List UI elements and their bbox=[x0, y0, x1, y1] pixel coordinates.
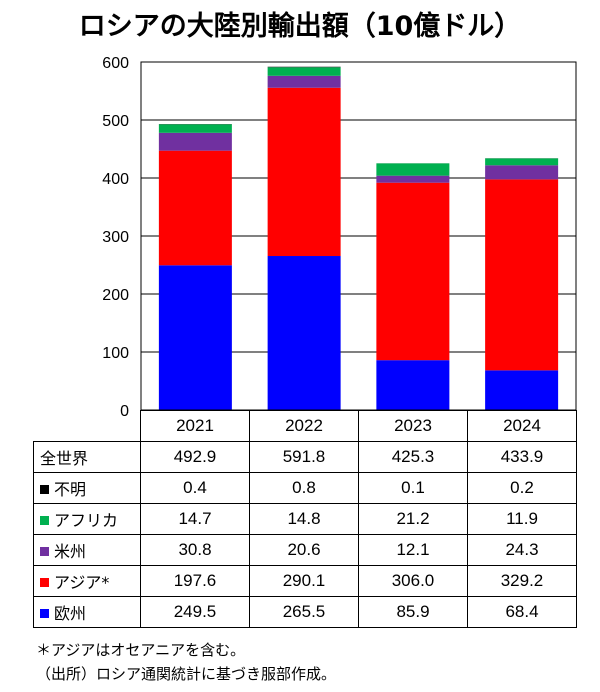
table-cell: 30.8 bbox=[140, 534, 250, 566]
table-cell: 329.2 bbox=[467, 565, 577, 597]
row-label: 米州 bbox=[33, 534, 141, 566]
legend-swatch bbox=[40, 609, 49, 618]
table-cell: 0.4 bbox=[140, 472, 250, 504]
table-cell: 14.7 bbox=[140, 503, 250, 535]
bar-segment bbox=[485, 370, 559, 410]
bar-segment bbox=[158, 132, 232, 151]
table-cell: 290.1 bbox=[249, 565, 359, 597]
bar-segment bbox=[267, 75, 341, 88]
legend-label: 全世界 bbox=[40, 449, 89, 468]
table-cell: 14.8 bbox=[249, 503, 359, 535]
x-tick-label: 2021 bbox=[140, 410, 250, 442]
y-tick-label: 300 bbox=[102, 229, 129, 246]
y-tick-label: 500 bbox=[102, 113, 129, 130]
table-cell: 85.9 bbox=[358, 596, 468, 628]
bar-segment bbox=[158, 265, 232, 410]
row-label: 全世界 bbox=[33, 441, 141, 473]
bar-segment bbox=[267, 256, 341, 410]
row-label: 不明 bbox=[33, 472, 141, 504]
bar-segment bbox=[267, 67, 341, 76]
table-row: アフリカ 14.7 14.8 21.2 11.9 bbox=[33, 503, 577, 535]
table-cell: 20.6 bbox=[249, 534, 359, 566]
table-cell: 0.8 bbox=[249, 472, 359, 504]
table-header-row: 2021 2022 2023 2024 bbox=[33, 410, 577, 442]
legend-swatch bbox=[40, 485, 49, 494]
table-row: 欧州 249.5 265.5 85.9 68.4 bbox=[33, 596, 577, 628]
bar-segment bbox=[376, 163, 450, 176]
x-tick-label: 2024 bbox=[467, 410, 577, 442]
x-tick-label: 2023 bbox=[358, 410, 468, 442]
table-cell: 0.1 bbox=[358, 472, 468, 504]
legend-label: 米州 bbox=[54, 542, 87, 561]
legend-swatch bbox=[40, 516, 49, 525]
table-cell: 197.6 bbox=[140, 565, 250, 597]
legend-label: 欧州 bbox=[54, 604, 87, 623]
bar-segment bbox=[267, 87, 341, 257]
table-corner bbox=[33, 410, 141, 442]
table-cell: 0.2 bbox=[467, 472, 577, 504]
y-tick-label: 100 bbox=[102, 345, 129, 362]
table-cell: 306.0 bbox=[358, 565, 468, 597]
legend-swatch bbox=[40, 547, 49, 556]
bars bbox=[158, 66, 559, 410]
row-label: アフリカ bbox=[33, 503, 141, 535]
table-cell: 12.1 bbox=[358, 534, 468, 566]
notes: ＊アジアはオセアニアを含む。 （出所）ロシア通関統計に基づき服部作成。 bbox=[36, 638, 336, 686]
bar-segment bbox=[485, 158, 559, 166]
table-cell: 24.3 bbox=[467, 534, 577, 566]
table-cell: 21.2 bbox=[358, 503, 468, 535]
bar-segment bbox=[485, 165, 559, 180]
row-label: 欧州 bbox=[33, 596, 141, 628]
table-cell: 492.9 bbox=[140, 441, 250, 473]
legend-swatch bbox=[40, 578, 49, 587]
y-tick-label: 400 bbox=[102, 171, 129, 188]
table-cell: 591.8 bbox=[249, 441, 359, 473]
table-cell: 265.5 bbox=[249, 596, 359, 628]
bar-segment bbox=[158, 150, 232, 266]
table-cell: 11.9 bbox=[467, 503, 577, 535]
y-tick-label: 200 bbox=[102, 287, 129, 304]
table-row: 不明 0.4 0.8 0.1 0.2 bbox=[33, 472, 577, 504]
legend-label: 不明 bbox=[54, 480, 87, 499]
bar-segment bbox=[485, 179, 559, 371]
y-tick-label: 600 bbox=[102, 55, 129, 72]
table-cell: 249.5 bbox=[140, 596, 250, 628]
table-row: アジア* 197.6 290.1 306.0 329.2 bbox=[33, 565, 577, 597]
row-label: アジア* bbox=[33, 565, 141, 597]
table-row: 米州 30.8 20.6 12.1 24.3 bbox=[33, 534, 577, 566]
note-source: （出所）ロシア通関統計に基づき服部作成。 bbox=[36, 665, 337, 683]
legend-label: アフリカ bbox=[54, 511, 119, 530]
table-cell: 68.4 bbox=[467, 596, 577, 628]
legend-label: アジア* bbox=[54, 573, 110, 592]
x-tick-label: 2022 bbox=[249, 410, 359, 442]
chart-title: ロシアの大陸別輸出額（10億ドル） bbox=[78, 11, 522, 42]
table-cell: 433.9 bbox=[467, 441, 577, 473]
bar-segment bbox=[158, 124, 232, 133]
table-row: 全世界 492.9 591.8 425.3 433.9 bbox=[33, 441, 577, 473]
data-table: 2021 2022 2023 2024 全世界 492.9 591.8 425.3 433.9 不… bbox=[33, 410, 577, 628]
note-asia: ＊アジアはオセアニアを含む。 bbox=[36, 641, 246, 659]
bar-segment bbox=[376, 182, 450, 361]
bar-segment bbox=[376, 175, 450, 183]
table-cell: 425.3 bbox=[358, 441, 468, 473]
bar-segment bbox=[376, 360, 450, 410]
